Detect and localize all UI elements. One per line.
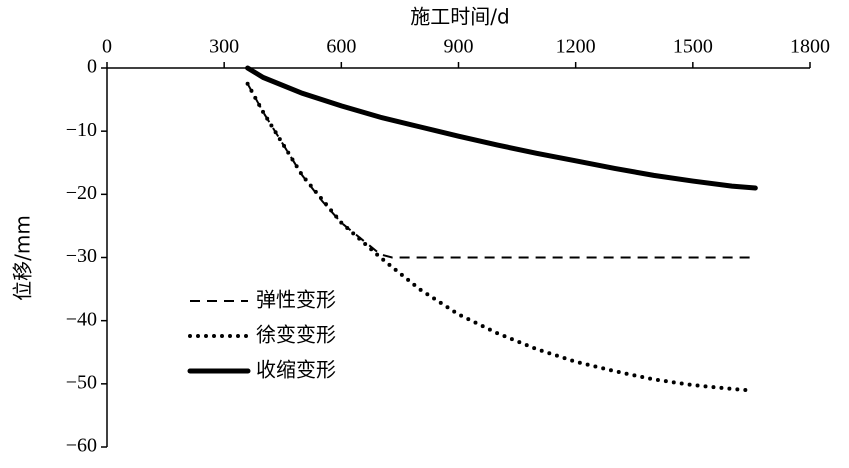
data-line bbox=[245, 65, 758, 191]
x-tick-label: 0 bbox=[102, 36, 112, 58]
y-tick-label: −40 bbox=[66, 308, 97, 330]
legend-label: 弹性变形 bbox=[256, 288, 336, 312]
x-tick-label: 1500 bbox=[673, 36, 713, 58]
x-tick-label: 900 bbox=[444, 36, 474, 58]
y-tick-label: −60 bbox=[66, 435, 97, 457]
data-line bbox=[246, 83, 752, 259]
data-line bbox=[245, 81, 750, 393]
y-tick-label: −20 bbox=[66, 182, 97, 204]
x-tick-label: 300 bbox=[209, 36, 239, 58]
y-tick-label: −10 bbox=[66, 119, 97, 141]
y-tick-label: 0 bbox=[87, 56, 97, 78]
x-tick-label: 1800 bbox=[790, 36, 830, 58]
legend-label: 收缩变形 bbox=[256, 358, 336, 382]
x-tick-label: 600 bbox=[326, 36, 356, 58]
y-tick-label: −50 bbox=[66, 371, 97, 393]
y-axis-title: 位移/mm bbox=[11, 215, 35, 301]
y-tick-label: −30 bbox=[66, 245, 97, 267]
legend-label: 徐变变形 bbox=[256, 323, 336, 347]
x-axis-title: 施工时间/d bbox=[410, 5, 509, 29]
x-tick-label: 1200 bbox=[556, 36, 596, 58]
